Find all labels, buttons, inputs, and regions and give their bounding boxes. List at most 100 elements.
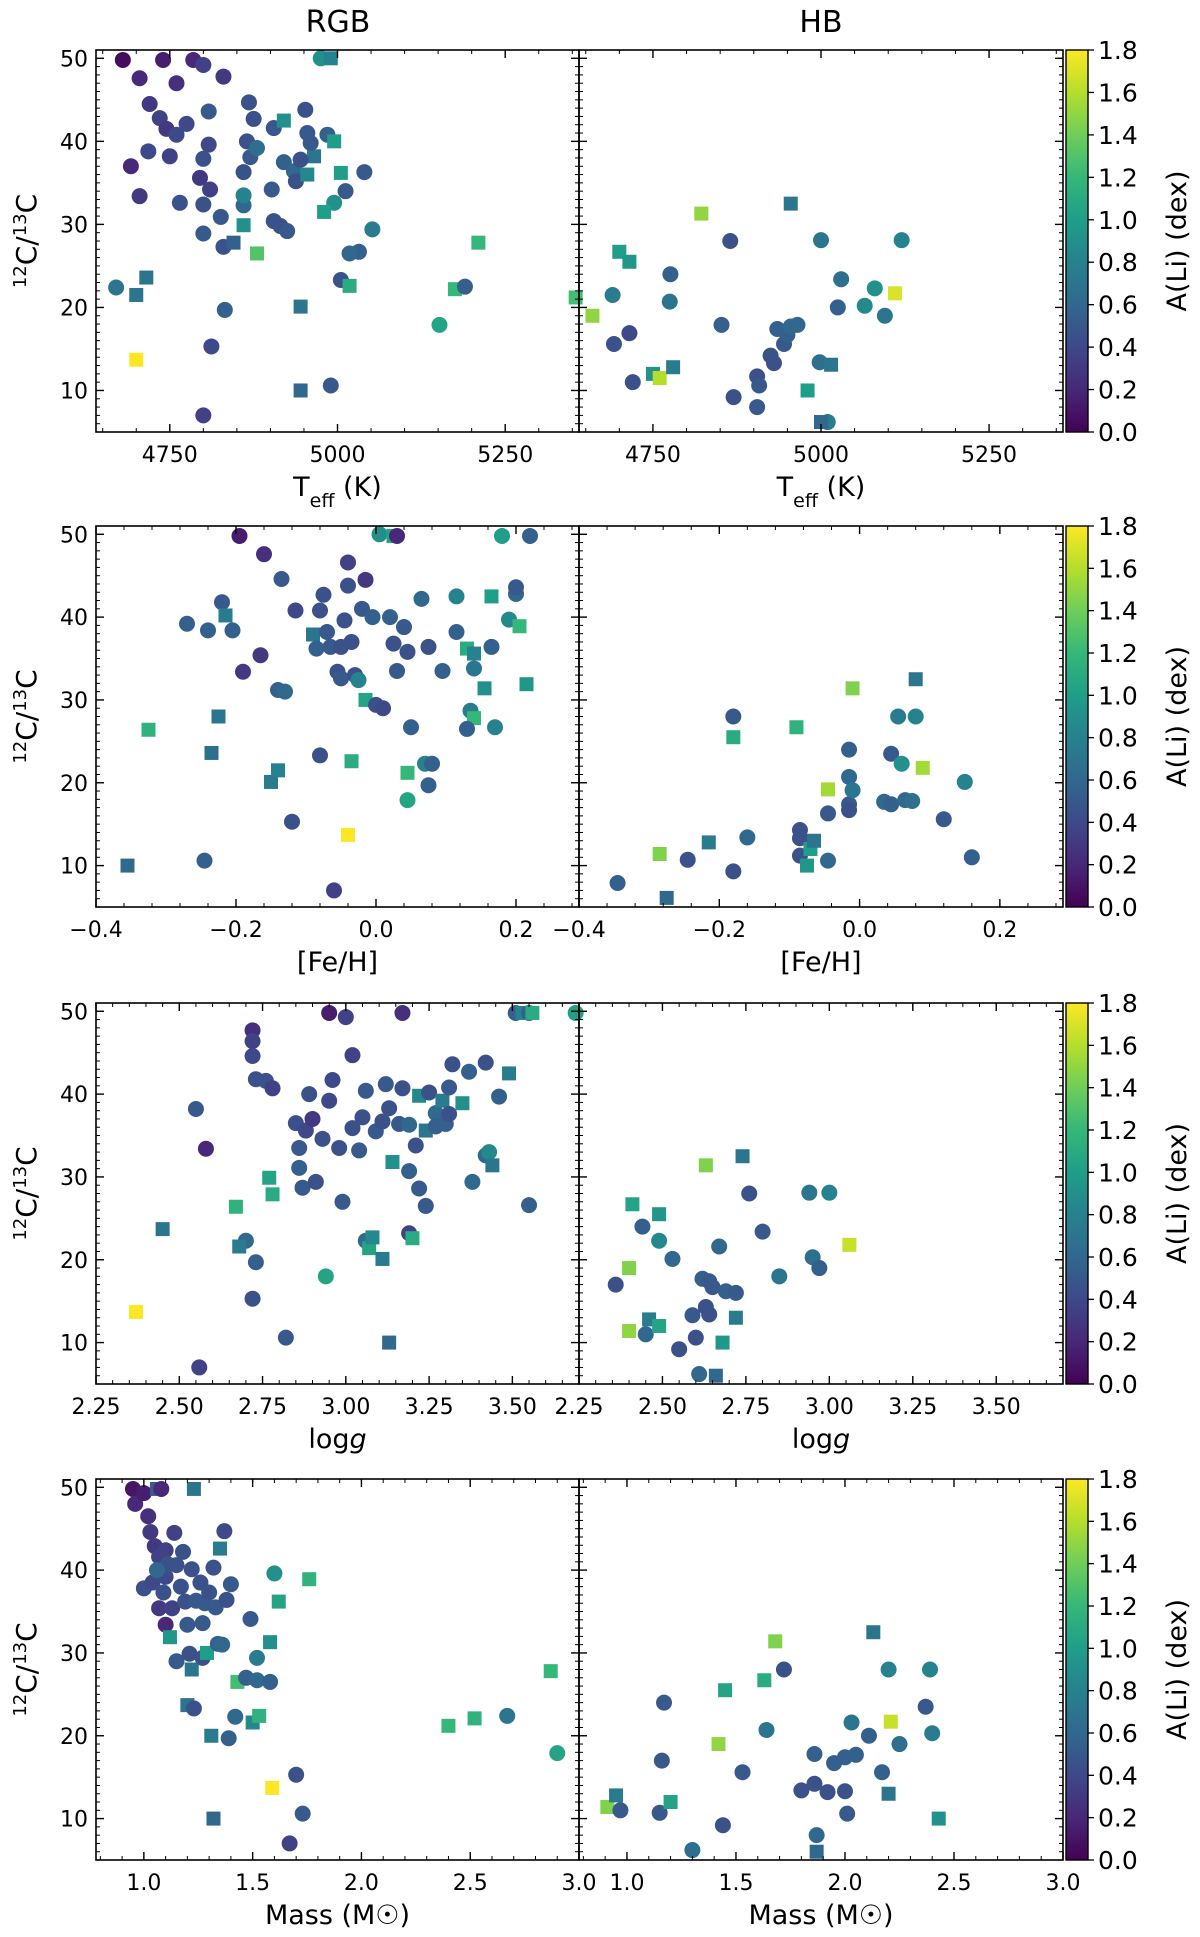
square-marker [931,1811,946,1826]
square-marker [323,51,338,66]
square-marker [293,299,308,314]
circle-marker [196,852,213,869]
square-marker [728,1310,743,1325]
square-marker [264,774,278,789]
circle-marker [935,811,952,828]
circle-marker [401,1116,418,1133]
scatter-panel-hb-3: 2.25 2.50 2.75 3.00 3.25 3.50 logg [555,1002,1064,1455]
circle-marker [860,1727,877,1744]
square-marker [271,763,285,778]
data-markers [607,1149,857,1383]
square-marker [887,286,902,301]
circle-marker [364,221,381,238]
circle-marker [249,1672,265,1689]
square-marker [694,206,709,221]
colorbar-tick-label: 0.0 [1098,1370,1138,1399]
scatter-panel-hb-4: 1.0 1.5 2.0 2.5 3.0 Mass (M☉) [578,1478,1081,1931]
circle-marker [277,683,293,700]
x-tick-label: 4750 [625,443,681,468]
circle-marker [819,1784,836,1801]
x-tick-label: 3.0 [562,1871,597,1896]
circle-marker [806,1745,823,1762]
circle-marker [725,389,742,406]
circle-marker [195,225,212,242]
circle-marker [427,1105,444,1122]
x-tick-label: 3.25 [405,1395,454,1420]
square-marker [821,782,836,797]
scatter-panel-hb-1: 4750 5000 5250 Teff (K) [578,49,1064,512]
circle-marker [483,638,500,655]
circle-marker [341,245,358,262]
circle-marker [765,355,782,372]
circle-marker [288,1766,305,1783]
square-marker [265,1780,280,1795]
circle-marker [235,663,251,680]
scatter-panels: 4750 5000 5250 10 20 30 40 50 Teff (K) 4750 5000 52… [60,47,1081,1931]
colorbar-tick-label: 0.8 [1098,1677,1138,1706]
x-tick-label: 2.0 [344,1871,379,1896]
square-marker [625,1197,640,1212]
colorbar-tick-label: 1.2 [1098,163,1138,192]
circle-marker [168,75,185,92]
circle-marker [266,1565,283,1582]
scatter-panel-hb-2: −0.4 −0.2 0.0 0.2 [Fe/H] [552,525,1064,978]
data-markers [108,50,583,424]
x-tick-label: 1.0 [126,1871,161,1896]
circle-marker [481,1144,498,1161]
circle-marker [200,103,217,120]
square-marker [186,1481,201,1496]
circle-marker [273,571,290,588]
colorbar-tick-label: 0.0 [1098,893,1138,922]
circle-marker [337,1009,354,1026]
circle-marker [240,94,257,111]
circle-marker [856,297,873,314]
square-marker [663,1795,678,1810]
y-tick-label: 10 [60,1808,88,1833]
circle-marker [122,158,139,175]
square-marker [226,235,241,250]
circle-marker [317,1268,334,1285]
square-marker [735,1149,750,1164]
circle-marker [164,1600,181,1617]
circle-marker [161,148,178,165]
circle-marker [508,579,524,596]
circle-marker [651,1232,668,1249]
x-tick-label: 3.50 [972,1395,1021,1420]
circle-marker [340,577,356,594]
colorbar-row-3: 0.0 0.2 0.4 0.6 0.8 1.0 1.2 1.4 1.6 1.8 A(Li) (dex… [1065,989,1193,1399]
axes-frame [578,1002,1064,1385]
circle-marker [441,1079,458,1096]
circle-marker [336,612,353,629]
circle-marker [664,1250,681,1267]
x-ticks: 1.0 1.5 2.0 2.5 3.0 [582,1479,1081,1896]
circle-marker [224,622,241,639]
circle-marker [252,647,269,664]
square-marker [800,383,815,398]
circle-marker [775,1661,792,1678]
colorbar-tick-label: 1.0 [1098,1158,1138,1187]
square-marker [162,1630,177,1645]
x-tick-label: −0.4 [552,918,605,943]
circle-marker [195,407,212,424]
x-tick-label: 2.0 [827,1871,862,1896]
x-tick-label: 0.0 [359,918,394,943]
square-marker [467,1711,482,1726]
square-marker [652,846,667,861]
square-marker [726,730,741,745]
circle-marker [607,1276,624,1293]
circle-marker [140,143,157,160]
circle-marker [734,1764,751,1781]
colorbar-tick-label: 1.4 [1098,1550,1138,1579]
x-axis-label: logg [792,1424,850,1455]
colorbar-tick-label: 1.0 [1098,206,1138,235]
square-marker [866,1625,881,1640]
circle-marker [843,1714,860,1731]
square-marker [271,1594,286,1609]
x-tick-label: −0.4 [69,918,122,943]
circle-marker [302,135,319,152]
square-marker [585,308,600,323]
column-title-hb: HB [799,5,842,40]
circle-marker [249,1649,265,1666]
circle-marker [218,1591,235,1608]
colorbars: 0.0 0.2 0.4 0.6 0.8 1.0 1.2 1.4 1.6 1.8 A(Li) (dex… [1065,36,1193,1875]
